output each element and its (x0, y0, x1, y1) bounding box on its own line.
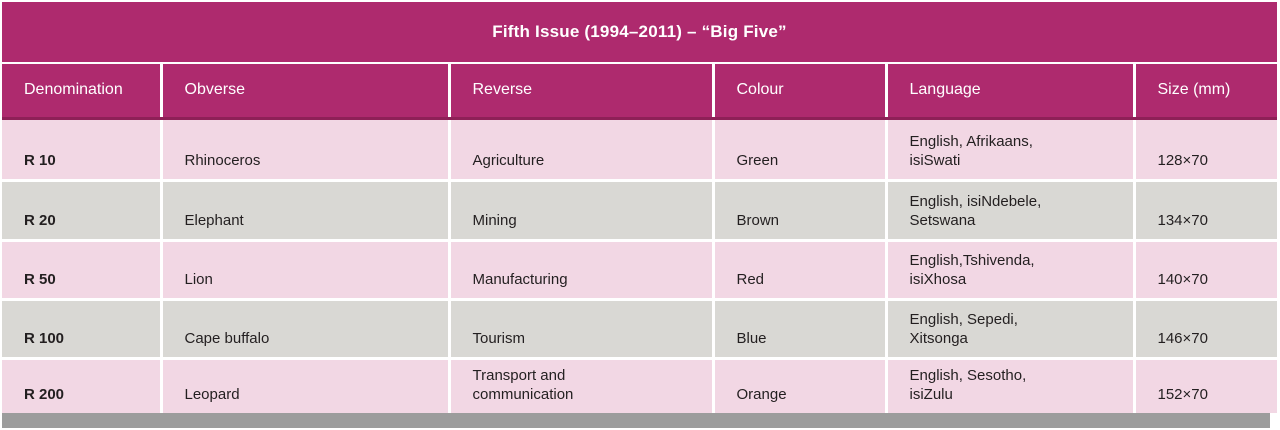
cell-denomination: R 20 (2, 178, 163, 240)
column-header-obverse: Obverse (161, 64, 451, 120)
cell-colour: Orange (713, 356, 888, 413)
cell-language: English, isiNdebele, Setswana (886, 178, 1136, 240)
cell-language: English,Tshivenda, isiXhosa (886, 238, 1136, 299)
column-header-size: Size (mm) (1134, 64, 1277, 120)
column-header-colour: Colour (713, 64, 888, 120)
cell-obverse: Elephant (161, 178, 451, 240)
cell-denomination: R 200 (2, 356, 163, 413)
cell-denomination: R 10 (2, 118, 163, 180)
cell-language: English, Afrikaans, isiSwati (886, 118, 1136, 180)
banknotes-table: Denomination Obverse Reverse Colour Lang… (2, 64, 1277, 413)
cell-obverse: Lion (161, 238, 451, 299)
cell-colour: Brown (713, 178, 888, 240)
cell-colour: Green (713, 118, 888, 180)
cell-obverse: Leopard (161, 356, 451, 413)
cell-language: English, Sepedi, Xitsonga (886, 297, 1136, 358)
cell-size: 140×70 (1134, 238, 1277, 299)
cell-size: 134×70 (1134, 178, 1277, 240)
cell-reverse: Tourism (449, 297, 715, 358)
cell-reverse: Mining (449, 178, 715, 240)
table-row-r10: R 10 Rhinoceros Agriculture Green Englis… (2, 118, 1277, 180)
cell-denomination: R 50 (2, 238, 163, 299)
cell-obverse: Rhinoceros (161, 118, 451, 180)
cell-size: 146×70 (1134, 297, 1277, 358)
cell-size: 128×70 (1134, 118, 1277, 180)
table-row-r20: R 20 Elephant Mining Brown English, isiN… (2, 178, 1277, 240)
cell-size: 152×70 (1134, 356, 1277, 413)
cell-language: English, Sesotho, isiZulu (886, 356, 1136, 413)
table-row-r50: R 50 Lion Manufacturing Red English,Tshi… (2, 238, 1277, 299)
cell-reverse: Transport and communication (449, 356, 715, 413)
table-header-row: Denomination Obverse Reverse Colour Lang… (2, 64, 1277, 120)
table-row-r100: R 100 Cape buffalo Tourism Blue English,… (2, 297, 1277, 358)
cell-reverse: Manufacturing (449, 238, 715, 299)
cell-reverse: Agriculture (449, 118, 715, 180)
table-title: Fifth Issue (1994–2011) – “Big Five” (2, 2, 1277, 62)
bottom-shadow-bar (2, 412, 1270, 428)
cell-colour: Red (713, 238, 888, 299)
cell-colour: Blue (713, 297, 888, 358)
table-row-r200: R 200 Leopard Transport and communicatio… (2, 356, 1277, 413)
cell-denomination: R 100 (2, 297, 163, 358)
column-header-language: Language (886, 64, 1136, 120)
column-header-reverse: Reverse (449, 64, 715, 120)
column-header-denomination: Denomination (2, 64, 163, 120)
cell-obverse: Cape buffalo (161, 297, 451, 358)
